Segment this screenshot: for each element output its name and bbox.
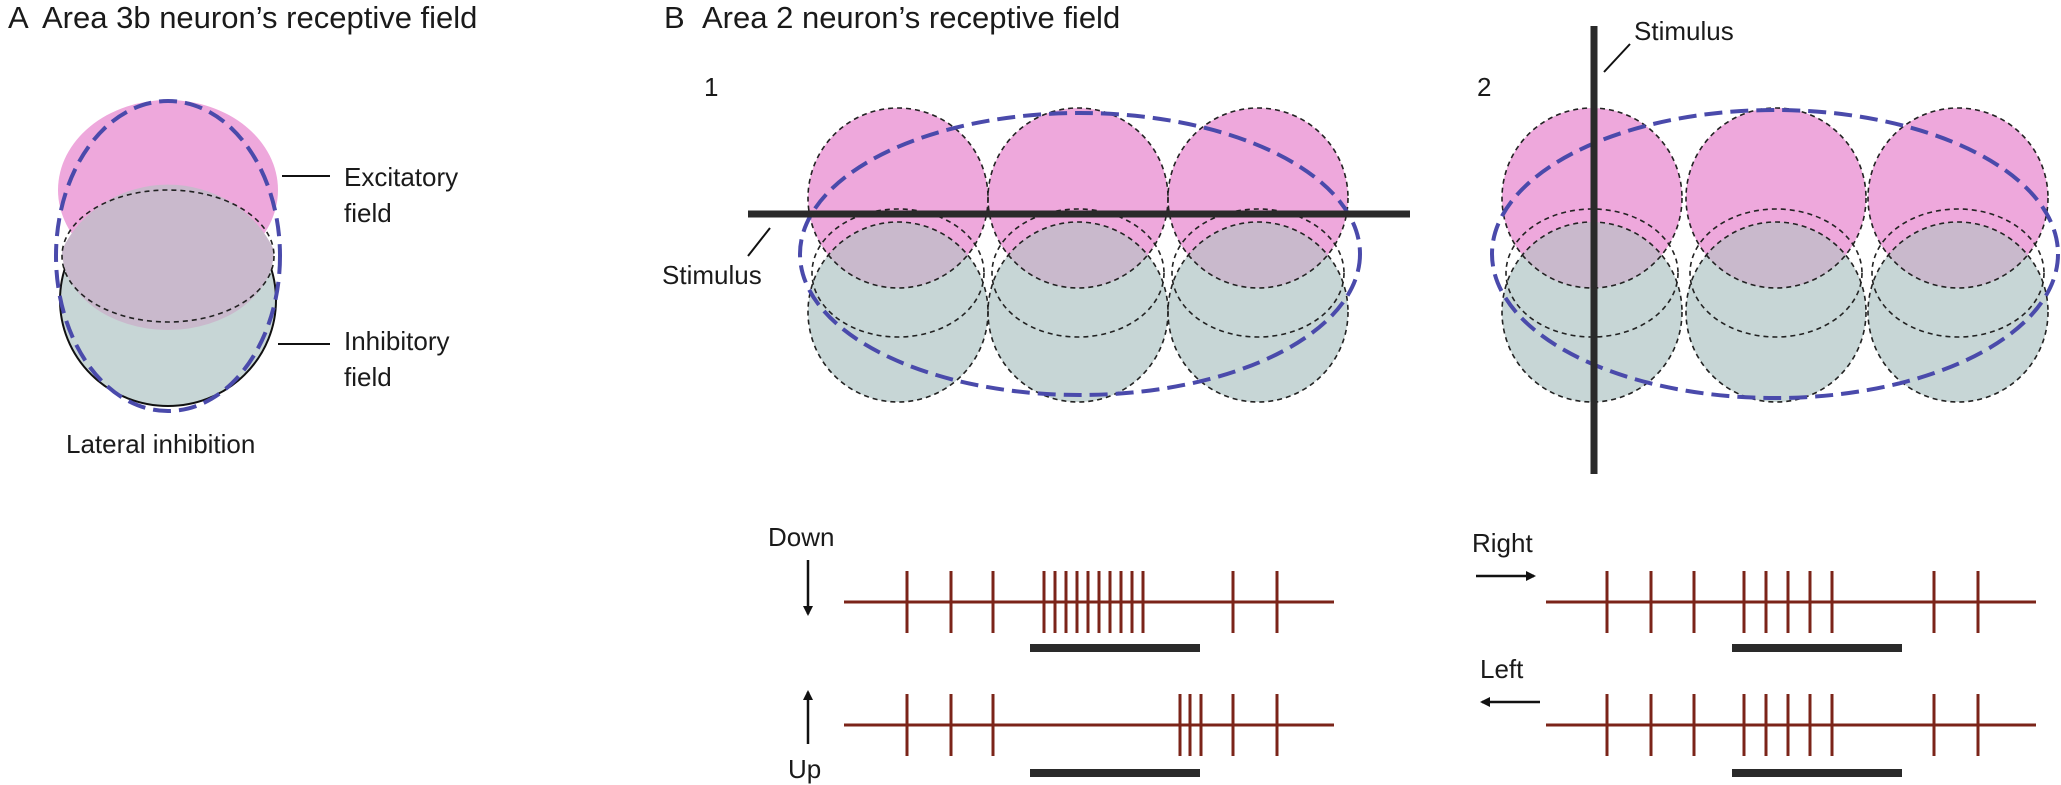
stimulus-1-leader bbox=[747, 227, 771, 257]
panel-b-title: Area 2 neuron’s receptive field bbox=[702, 0, 1120, 35]
inhibitory-label-line1: Inhibitory bbox=[344, 326, 450, 356]
excitatory-label-line2: field bbox=[344, 198, 392, 228]
up-label: Up bbox=[788, 754, 821, 784]
field-overlap bbox=[62, 184, 274, 330]
subpanel-2-number: 2 bbox=[1477, 72, 1491, 102]
stimulus-2-label: Stimulus bbox=[1634, 16, 1734, 46]
left-label: Left bbox=[1480, 654, 1524, 684]
inhibitory-outline-2 bbox=[1685, 221, 1867, 403]
center-outline-1 bbox=[811, 208, 985, 338]
overlap-region-2 bbox=[988, 222, 1168, 288]
spike-train-left bbox=[1546, 694, 2036, 756]
down-label: Down bbox=[768, 522, 834, 552]
overlap-region-3 bbox=[1868, 222, 2048, 288]
center-outline-2 bbox=[1689, 208, 1863, 338]
spike-train-down bbox=[844, 571, 1334, 633]
excitatory-outline-3 bbox=[1167, 107, 1349, 289]
overlap-region-1 bbox=[1502, 222, 1682, 288]
overlap-region-2 bbox=[1686, 222, 1866, 288]
inhibitory-label-line2: field bbox=[344, 362, 392, 392]
center-outline-3 bbox=[1871, 208, 2045, 338]
subpanel-1-number: 1 bbox=[704, 72, 718, 102]
panel-a: A Area 3b neuron’s receptive field Excit… bbox=[8, 0, 477, 459]
panel-a-title: Area 3b neuron’s receptive field bbox=[42, 0, 477, 35]
receptive-field-outline-b2 bbox=[1490, 108, 2060, 400]
overlap-region-3 bbox=[1168, 222, 1348, 288]
excitatory-outline-3 bbox=[1867, 107, 2049, 289]
right-label: Right bbox=[1472, 528, 1533, 558]
inhibitory-outline-3 bbox=[1167, 221, 1349, 403]
overlap-region-1 bbox=[808, 222, 988, 288]
receptive-field-outline-b1 bbox=[798, 111, 1362, 397]
spike-train-right bbox=[1546, 571, 2036, 633]
panel-b: B Area 2 neuron’s receptive field 1 Stim… bbox=[662, 0, 2060, 784]
panel-a-letter: A bbox=[8, 0, 29, 35]
stimulus-2-leader bbox=[1603, 43, 1631, 73]
center-outline-3 bbox=[1171, 208, 1345, 338]
excitatory-label-line1: Excitatory bbox=[344, 162, 458, 192]
panel-a-caption: Lateral inhibition bbox=[66, 429, 255, 459]
center-outline-2 bbox=[991, 208, 1165, 338]
center-circle-outline bbox=[61, 189, 275, 323]
receptive-field-outline-a bbox=[54, 99, 282, 413]
spike-train-up bbox=[844, 694, 1334, 756]
subpanel-1-fields bbox=[807, 107, 1349, 403]
subpanel-2-fields bbox=[1501, 107, 2049, 403]
excitatory-outline-2 bbox=[1685, 107, 1867, 289]
stimulus-1-label: Stimulus bbox=[662, 260, 762, 290]
inhibitory-outline-3 bbox=[1867, 221, 2049, 403]
panel-b-letter: B bbox=[664, 0, 685, 35]
